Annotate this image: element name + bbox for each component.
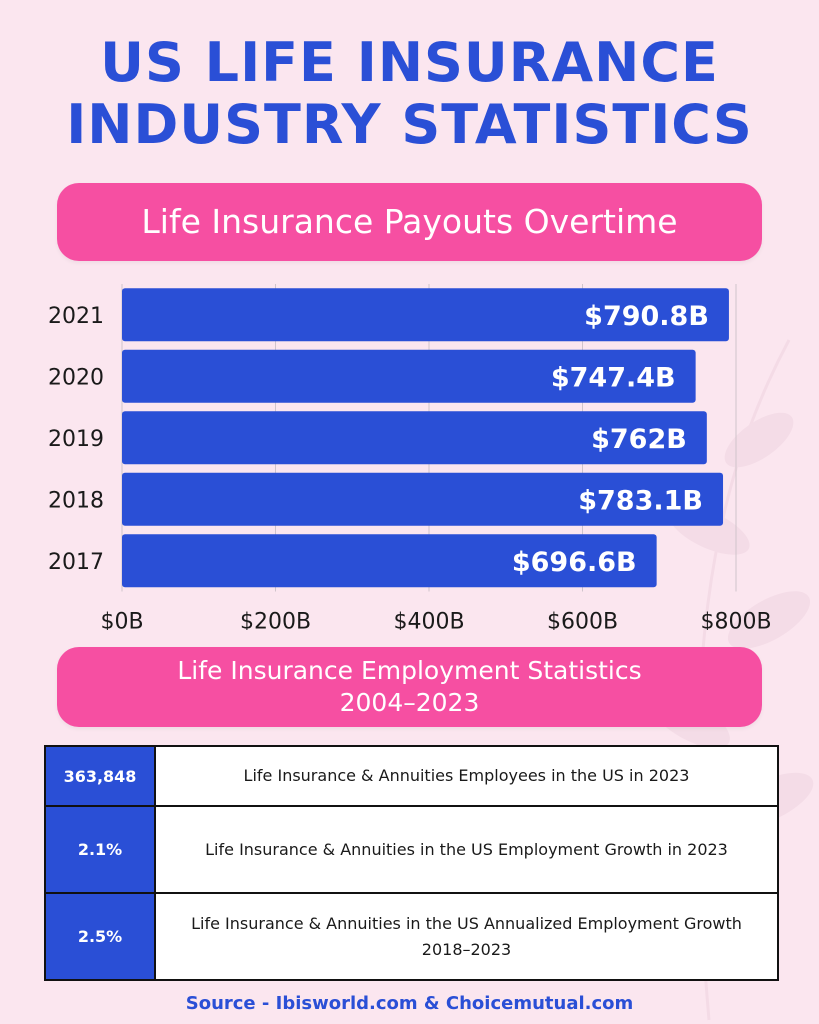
x-tick-label: $400B <box>393 610 464 631</box>
bar <box>122 534 657 588</box>
bar <box>122 288 729 342</box>
page-title: US LIFE INSURANCE INDUSTRY STATISTICS <box>0 32 819 156</box>
x-tick-label: $800B <box>700 610 771 631</box>
page-title-line-1: US LIFE INSURANCE <box>100 31 719 94</box>
stat-value: 363,848 <box>44 745 156 807</box>
value-label: $747.4B <box>551 362 676 393</box>
source-credit: Source - Ibisworld.com & Choicemutual.co… <box>185 993 634 1014</box>
stat-description: Life Insurance & Annuities Employees in … <box>154 745 779 807</box>
stat-value: 2.1% <box>44 805 156 894</box>
value-label: $790.8B <box>584 301 709 332</box>
table-row: 2.1% Life Insurance & Annuities in the U… <box>44 805 779 894</box>
x-tick-label: $200B <box>240 610 311 631</box>
table-row: 363,848 Life Insurance & Annuities Emplo… <box>44 745 779 807</box>
employment-heading-line-1: Life Insurance Employment Statistics <box>177 656 642 685</box>
value-label: $696.6B <box>512 547 637 578</box>
stat-value: 2.5% <box>44 892 156 981</box>
category-label: 2021 <box>48 304 104 329</box>
value-label: $783.1B <box>578 485 703 516</box>
bar <box>122 472 724 526</box>
category-label: 2019 <box>48 427 104 452</box>
x-tick-label: $600B <box>547 610 618 631</box>
x-tick-label: $0B <box>100 610 143 631</box>
employment-heading-line-2: 2004–2023 <box>339 688 480 717</box>
bar <box>122 349 696 403</box>
category-label: 2020 <box>48 365 104 390</box>
stat-description: Life Insurance & Annuities in the US Ann… <box>154 892 779 981</box>
payouts-heading: Life Insurance Payouts Overtime <box>57 183 762 261</box>
employment-stats-table: 363,848 Life Insurance & Annuities Emplo… <box>44 745 779 981</box>
table-row: 2.5% Life Insurance & Annuities in the U… <box>44 892 779 981</box>
employment-heading: Life Insurance Employment Statistics 200… <box>57 647 762 727</box>
stat-description: Life Insurance & Annuities in the US Emp… <box>154 805 779 894</box>
page-title-line-2: INDUSTRY STATISTICS <box>66 93 753 156</box>
category-label: 2018 <box>48 488 104 513</box>
bar <box>122 411 707 465</box>
category-label: 2017 <box>48 550 104 575</box>
value-label: $762B <box>591 424 687 455</box>
payouts-bar-chart: 2021 $790.8B 2020 $747.4B 2019 $762B 2018 $783.… <box>48 284 772 631</box>
